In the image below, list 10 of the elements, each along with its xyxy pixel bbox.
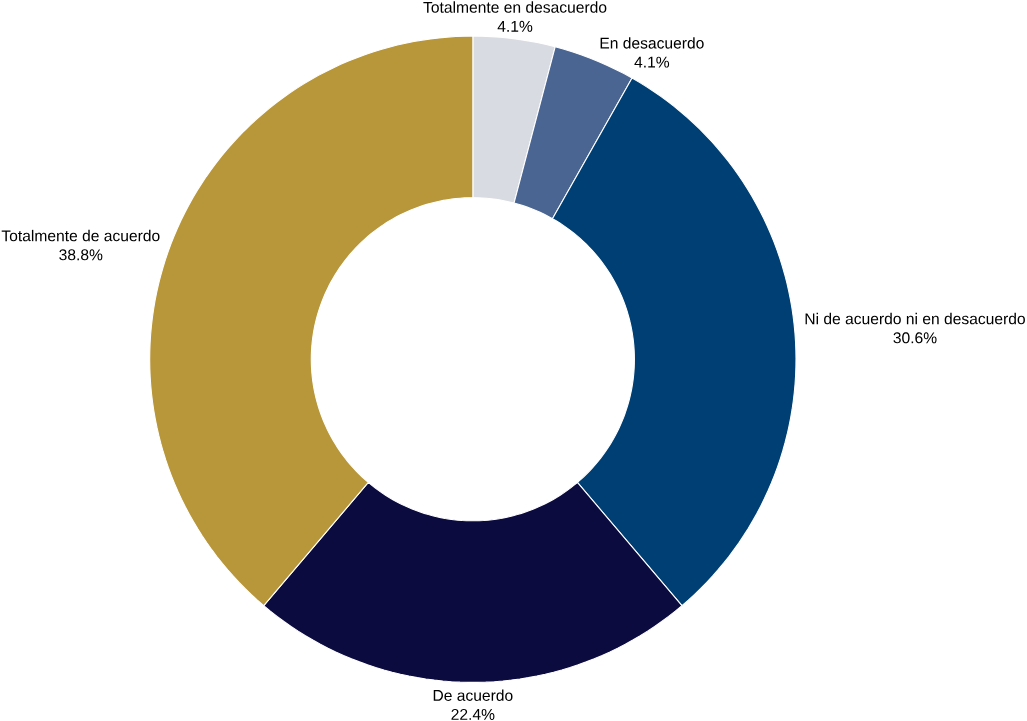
slice-label: De acuerdo (433, 689, 513, 701)
data-label: 4.1% (634, 56, 670, 68)
slice-label: Totalmente de acuerdo (1, 229, 160, 242)
data-label: 30.6% (893, 332, 937, 344)
slice-label: Totalmente en desacuerdo (423, 1, 607, 13)
data-label: 22.4% (451, 708, 495, 720)
data-label: 4.1% (497, 20, 533, 32)
data-label: 38.8% (59, 249, 103, 261)
slice-label: En desacuerdo (600, 37, 704, 49)
slice-label: Ni de acuerdo ni en desacuerdo (805, 312, 1025, 325)
